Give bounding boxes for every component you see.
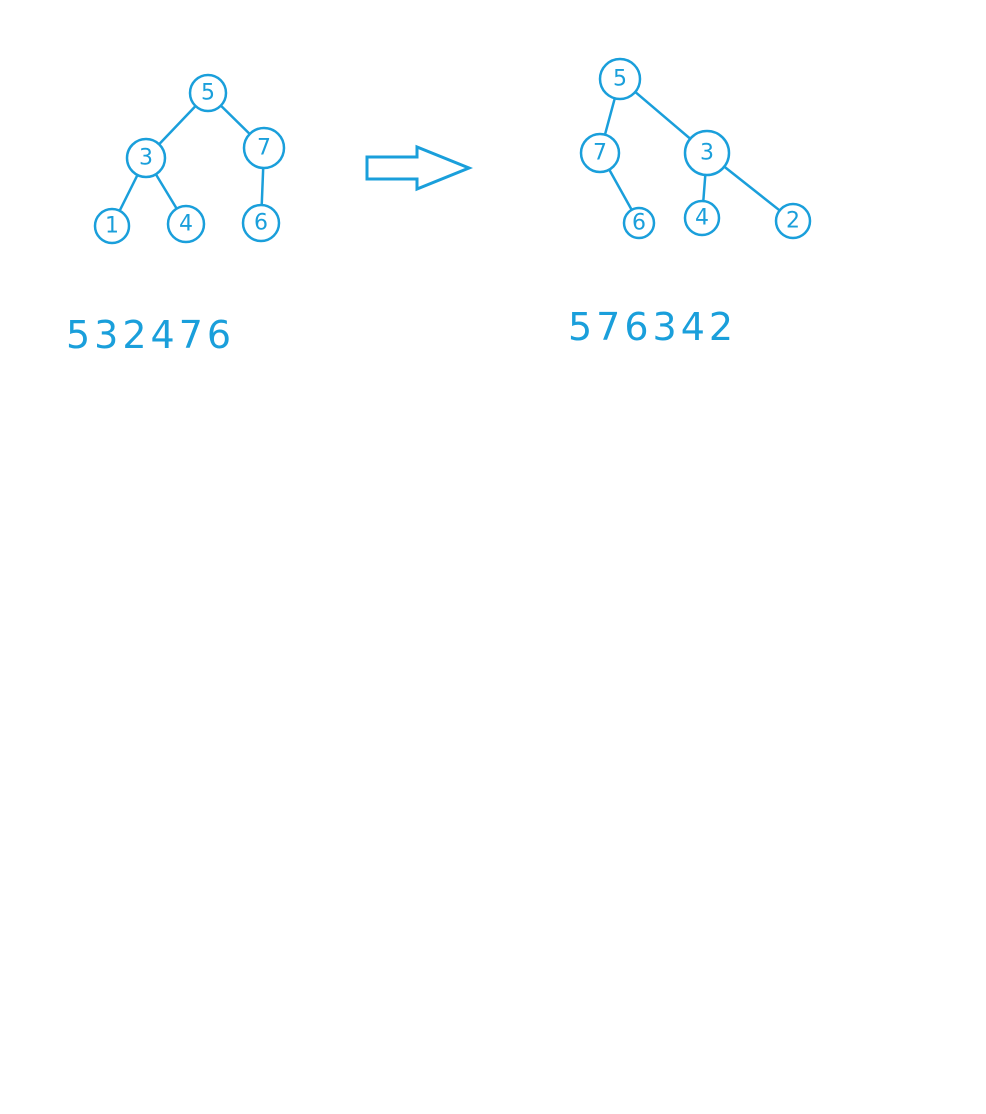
left-node-circle [188, 73, 228, 113]
left-node-label: 1 [105, 214, 119, 239]
left-sequence: 532476 [66, 313, 235, 357]
right-node-circle [683, 199, 721, 237]
left-edge [154, 172, 178, 210]
right-node: 6 [622, 206, 656, 240]
left-node-label: 4 [179, 212, 193, 237]
right-edge [607, 168, 633, 212]
left-edge [157, 104, 197, 146]
left-node-circle [125, 137, 167, 179]
left-node: 5 [188, 73, 228, 113]
left-node-circle [166, 204, 206, 244]
right-node-label: 2 [786, 209, 800, 234]
right-edge [603, 97, 617, 136]
right-node: 5 [598, 57, 642, 101]
right-node: 7 [579, 132, 621, 174]
right-node-label: 6 [632, 211, 646, 236]
right-node: 4 [683, 199, 721, 237]
right-edge [723, 165, 781, 212]
left-tree: 5 3 7 1 4 6 [93, 73, 286, 245]
left-node-circle [241, 203, 281, 243]
left-node: 6 [241, 203, 281, 243]
left-node-label: 5 [201, 81, 215, 106]
left-node: 1 [93, 207, 131, 245]
left-node-label: 3 [139, 146, 153, 171]
right-edge [633, 90, 692, 140]
left-tree-edges [118, 104, 265, 213]
left-node-circle [93, 207, 131, 245]
right-sequence: 576342 [568, 305, 737, 349]
right-node-label: 5 [613, 67, 627, 92]
right-node-circle [683, 129, 731, 177]
left-node: 3 [125, 137, 167, 179]
right-tree-nodes: 5 7 3 6 4 2 [579, 57, 812, 240]
right-node: 2 [774, 202, 812, 240]
left-node: 4 [166, 204, 206, 244]
right-edge [702, 173, 707, 203]
right-node: 3 [683, 129, 731, 177]
left-node: 7 [242, 126, 286, 170]
left-node-label: 6 [254, 211, 268, 236]
right-node-label: 4 [695, 206, 709, 231]
left-node-circle [242, 126, 286, 170]
right-tree: 5 7 3 6 4 2 [579, 57, 812, 240]
left-node-label: 7 [257, 136, 271, 161]
right-node-label: 3 [700, 141, 714, 166]
right-arrow-icon [365, 144, 474, 192]
right-node-label: 7 [593, 141, 607, 166]
right-node-circle [598, 57, 642, 101]
left-tree-nodes: 5 3 7 1 4 6 [93, 73, 286, 245]
right-node-circle [579, 132, 621, 174]
left-edge [219, 104, 251, 136]
right-node-circle [774, 202, 812, 240]
left-edge [260, 166, 265, 207]
right-node-circle [622, 206, 656, 240]
left-edge [118, 173, 139, 213]
right-tree-edges [603, 90, 781, 212]
